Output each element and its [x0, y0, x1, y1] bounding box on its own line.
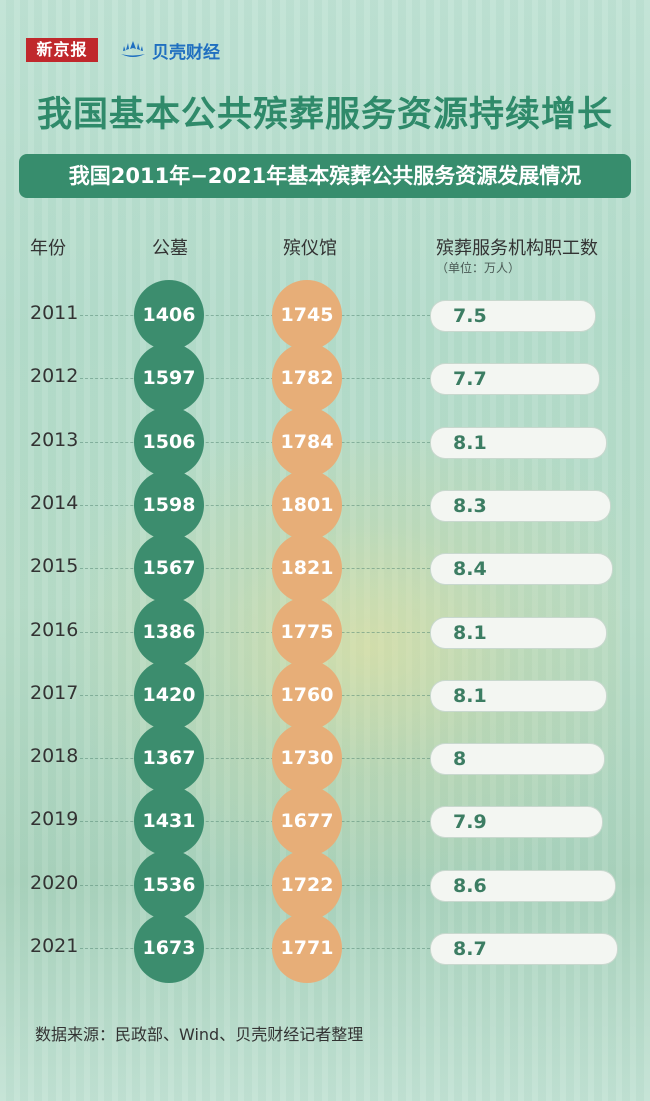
table-row: 2015 1567 1821 8.4	[0, 533, 650, 604]
cemetery-value: 1536	[134, 849, 204, 920]
staff-bar: 8	[430, 743, 606, 776]
staff-value: 8	[453, 748, 467, 771]
funeral-home-value: 1775	[272, 596, 342, 667]
column-header-year: 年份	[30, 238, 66, 259]
funeral-home-value: 1745	[272, 280, 342, 350]
cemetery-value: 1597	[134, 343, 204, 414]
row-guide-line	[80, 568, 430, 570]
funeral-home-value: 1730	[272, 723, 342, 794]
table-row: 2016 1386 1775 8.1	[0, 596, 650, 667]
funeral-home-value: 1771	[272, 913, 342, 983]
staff-value: 8.1	[453, 684, 487, 707]
beike-logo: 贝壳财经	[118, 36, 220, 64]
table-row: 2012 1597 1782 7.7	[0, 343, 650, 414]
year-label: 2017	[30, 681, 79, 704]
staff-bar: 7.5	[430, 300, 596, 332]
staff-value: 8.1	[453, 621, 487, 644]
data-source: 数据来源：民政部、Wind、贝壳财经记者整理	[35, 1025, 364, 1044]
staff-value: 8.3	[453, 494, 487, 517]
table-row: 2013 1506 1784 8.1	[0, 406, 650, 477]
year-label: 2014	[30, 491, 79, 514]
staff-bar: 8.1	[430, 616, 607, 649]
cemetery-value: 1420	[134, 659, 204, 730]
staff-bar: 7.7	[430, 363, 600, 396]
staff-value: 8.4	[453, 558, 487, 581]
staff-value: 7.5	[453, 305, 487, 327]
cemetery-value: 1567	[134, 533, 204, 604]
table-row: 2011 1406 1745 7.5	[0, 280, 650, 350]
year-label: 2016	[30, 618, 79, 641]
row-guide-line	[80, 694, 430, 696]
funeral-home-value: 1801	[272, 469, 342, 540]
row-guide-line	[80, 884, 430, 886]
funeral-home-value: 1760	[272, 659, 342, 730]
column-header-cemetery: 公墓	[152, 238, 188, 259]
funeral-home-value: 1821	[272, 533, 342, 604]
beike-logo-icon	[121, 41, 145, 57]
year-label: 2019	[30, 808, 79, 831]
column-header-staff: 殡葬服务机构职工数	[436, 238, 598, 259]
year-label: 2021	[30, 935, 79, 957]
year-label: 2012	[30, 365, 79, 388]
table-row: 2017 1420 1760 8.1	[0, 659, 650, 730]
staff-bar: 8.3	[430, 489, 611, 522]
staff-value: 7.7	[453, 368, 487, 391]
cemetery-value: 1367	[134, 723, 204, 794]
row-guide-line	[80, 821, 430, 823]
cemetery-value: 1673	[134, 913, 204, 983]
column-header-funeral-home: 殡仪馆	[283, 238, 337, 259]
table-row: 2020 1536 1722 8.6	[0, 849, 650, 920]
chart-subtitle: 我国2011年−2021年基本殡葬公共服务资源发展情况	[19, 154, 631, 198]
staff-unit-note: （单位：万人）	[436, 261, 521, 275]
year-label: 2020	[30, 871, 79, 894]
cemetery-value: 1406	[134, 280, 204, 350]
staff-bar: 8.1	[430, 679, 607, 712]
staff-bar: 8.4	[430, 553, 613, 586]
beike-logo-text: 贝壳财经	[152, 42, 220, 63]
staff-bar: 8.6	[430, 869, 617, 902]
row-guide-line	[80, 441, 430, 443]
cemetery-value: 1506	[134, 406, 204, 477]
row-guide-line	[80, 948, 430, 949]
table-row: 2019 1431 1677 7.9	[0, 786, 650, 857]
staff-bar: 7.9	[430, 806, 604, 839]
year-label: 2013	[30, 428, 79, 451]
xinjingbao-logo: 新京报	[26, 38, 98, 62]
cemetery-value: 1598	[134, 469, 204, 540]
year-label: 2015	[30, 555, 79, 578]
page-title: 我国基本公共殡葬服务资源持续增长	[36, 95, 613, 135]
table-row: 2021 1673 1771 8.7	[0, 913, 650, 983]
table-row: 2014 1598 1801 8.3	[0, 469, 650, 540]
staff-value: 8.7	[453, 938, 487, 960]
cemetery-value: 1431	[134, 786, 204, 857]
row-guide-line	[80, 504, 430, 506]
funeral-home-value: 1782	[272, 343, 342, 414]
year-label: 2018	[30, 745, 79, 768]
row-guide-line	[80, 758, 430, 760]
funeral-home-value: 1722	[272, 849, 342, 920]
row-guide-line	[80, 378, 430, 380]
table-row: 2018 1367 1730 8	[0, 723, 650, 794]
staff-value: 8.1	[453, 431, 487, 454]
staff-bar: 8.1	[430, 426, 607, 459]
row-guide-line	[80, 631, 430, 633]
row-guide-line	[80, 315, 430, 316]
cemetery-value: 1386	[134, 596, 204, 667]
staff-bar: 8.7	[430, 933, 618, 965]
year-label: 2011	[30, 302, 79, 324]
staff-value: 8.6	[453, 874, 487, 897]
funeral-home-value: 1784	[272, 406, 342, 477]
staff-value: 7.9	[453, 811, 487, 834]
funeral-home-value: 1677	[272, 786, 342, 857]
